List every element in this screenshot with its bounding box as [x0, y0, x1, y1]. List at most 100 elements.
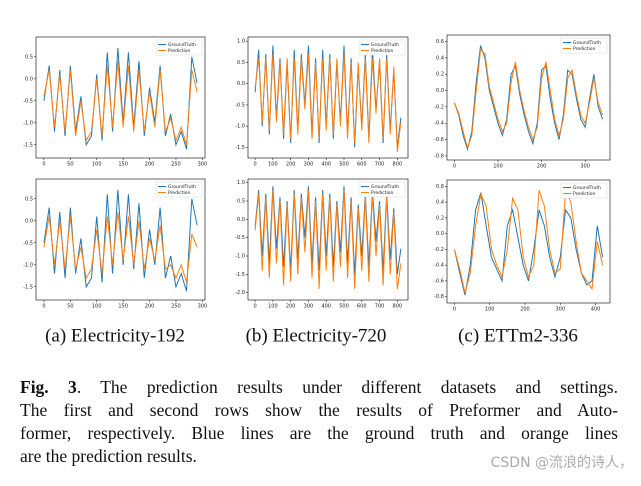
y-tick-label: -1.5 — [23, 142, 33, 148]
y-tick-label: 0.2 — [436, 72, 444, 78]
y-tick-label: 0.6 — [436, 39, 444, 45]
legend-box — [155, 181, 203, 198]
y-tick-label: 0.0 — [237, 217, 245, 223]
plot-frame — [446, 179, 611, 304]
y-tick-label: 0.0 — [25, 76, 33, 82]
caption-line: former, respectively. Blue lines are the… — [20, 423, 618, 443]
series-line — [43, 211, 198, 283]
x-tick-label: 600 — [357, 162, 367, 168]
series-line — [254, 189, 402, 290]
y-tick-label: -0.4 — [434, 121, 444, 127]
y-tick-label: -0.5 — [235, 102, 245, 108]
legend-box — [358, 181, 406, 198]
x-tick-label: 300 — [304, 162, 314, 168]
x-tick-label: 200 — [537, 164, 547, 170]
x-tick-label: 100 — [92, 162, 102, 168]
y-tick-label: 0.5 — [237, 60, 245, 66]
x-tick-label: 500 — [339, 162, 349, 168]
legend-label: Prediction — [371, 48, 394, 54]
legend-label: Prediction — [168, 48, 191, 54]
y-tick-label: -1.0 — [235, 124, 245, 130]
x-tick-label: 100 — [92, 304, 102, 310]
x-tick-label: 300 — [198, 162, 208, 168]
y-tick-label: -0.8 — [434, 153, 444, 159]
x-tick-label: 0 — [254, 304, 257, 310]
legend-label: Prediction — [168, 190, 191, 196]
x-tick-label: 100 — [268, 304, 278, 310]
x-tick-label: 300 — [304, 304, 314, 310]
x-tick-label: 300 — [580, 164, 590, 170]
legend-label: GroundTruth — [573, 40, 601, 46]
series-line — [453, 48, 604, 150]
x-tick-label: 300 — [198, 304, 208, 310]
y-tick-label: 0.0 — [436, 88, 444, 94]
x-tick-label: 150 — [118, 162, 128, 168]
x-tick-label: 250 — [171, 162, 181, 168]
y-tick-label: 1.0 — [237, 180, 245, 186]
y-tick-label: 0.6 — [436, 184, 444, 190]
caption-label: Fig. 3 — [20, 377, 77, 397]
x-tick-label: 0 — [42, 304, 45, 310]
y-tick-label: 0.4 — [436, 55, 444, 61]
subcaption: (c) ETTm2-336 — [458, 325, 578, 346]
x-tick-label: 100 — [268, 162, 278, 168]
y-tick-label: -0.5 — [23, 98, 33, 104]
x-tick-label: 250 — [171, 304, 181, 310]
legend-label: Prediction — [573, 191, 596, 197]
y-tick-label: 0.2 — [436, 215, 444, 221]
x-tick-label: 150 — [118, 304, 128, 310]
x-tick-label: 200 — [286, 304, 296, 310]
legend-label: GroundTruth — [168, 42, 196, 48]
y-tick-label: -1.0 — [235, 254, 245, 260]
watermark: CSDN @流浪的诗人， — [490, 455, 633, 471]
x-tick-label: 0 — [453, 164, 456, 170]
series-line — [43, 61, 198, 145]
y-tick-label: 0.4 — [436, 200, 444, 206]
y-tick-label: 0.0 — [237, 81, 245, 87]
y-tick-label: -0.2 — [434, 247, 444, 253]
x-tick-label: 100 — [485, 307, 495, 313]
x-tick-label: 300 — [555, 307, 565, 313]
y-tick-label: -1.0 — [23, 262, 33, 268]
x-tick-label: 400 — [591, 307, 601, 313]
y-tick-label: -1.5 — [23, 284, 33, 290]
y-tick-label: 0.5 — [25, 54, 33, 60]
y-tick-label: -0.6 — [434, 137, 444, 143]
x-tick-label: 100 — [493, 164, 503, 170]
x-tick-label: 800 — [393, 304, 403, 310]
y-tick-label: -0.5 — [23, 240, 33, 246]
caption-text: . The prediction results under different… — [76, 377, 618, 397]
series-line — [453, 192, 604, 296]
y-tick-label: -0.4 — [434, 263, 444, 269]
caption-line: Fig. 3. The prediction results under dif… — [20, 376, 618, 399]
legend-label: Prediction — [573, 46, 596, 52]
x-tick-label: 700 — [375, 304, 385, 310]
legend-label: GroundTruth — [573, 185, 601, 191]
x-tick-label: 0 — [453, 307, 456, 313]
x-tick-label: 50 — [67, 162, 73, 168]
x-tick-label: 600 — [357, 304, 367, 310]
y-tick-label: -1.0 — [23, 120, 33, 126]
plot-frame — [446, 34, 611, 161]
legend-label: Prediction — [371, 190, 394, 196]
legend-label: GroundTruth — [168, 184, 196, 190]
y-tick-label: 0.0 — [25, 218, 33, 224]
caption-line: The first and second rows show the resul… — [20, 400, 618, 420]
x-tick-label: 200 — [145, 162, 155, 168]
legend-box — [560, 182, 608, 199]
x-tick-label: 400 — [321, 162, 331, 168]
y-tick-label: -1.5 — [235, 145, 245, 151]
x-tick-label: 800 — [393, 162, 403, 168]
series-line — [254, 53, 402, 152]
figure-caption: Fig. 3. The prediction results under dif… — [20, 376, 618, 468]
x-tick-label: 200 — [520, 307, 530, 313]
subcaption: (b) Electricity-720 — [246, 325, 387, 346]
y-tick-label: 1.0 — [237, 39, 245, 45]
legend-box — [155, 39, 203, 56]
legend-box — [358, 39, 406, 56]
x-tick-label: 400 — [321, 304, 331, 310]
x-tick-label: 0 — [254, 162, 257, 168]
y-tick-label: -0.8 — [434, 294, 444, 300]
series-line — [453, 45, 604, 152]
